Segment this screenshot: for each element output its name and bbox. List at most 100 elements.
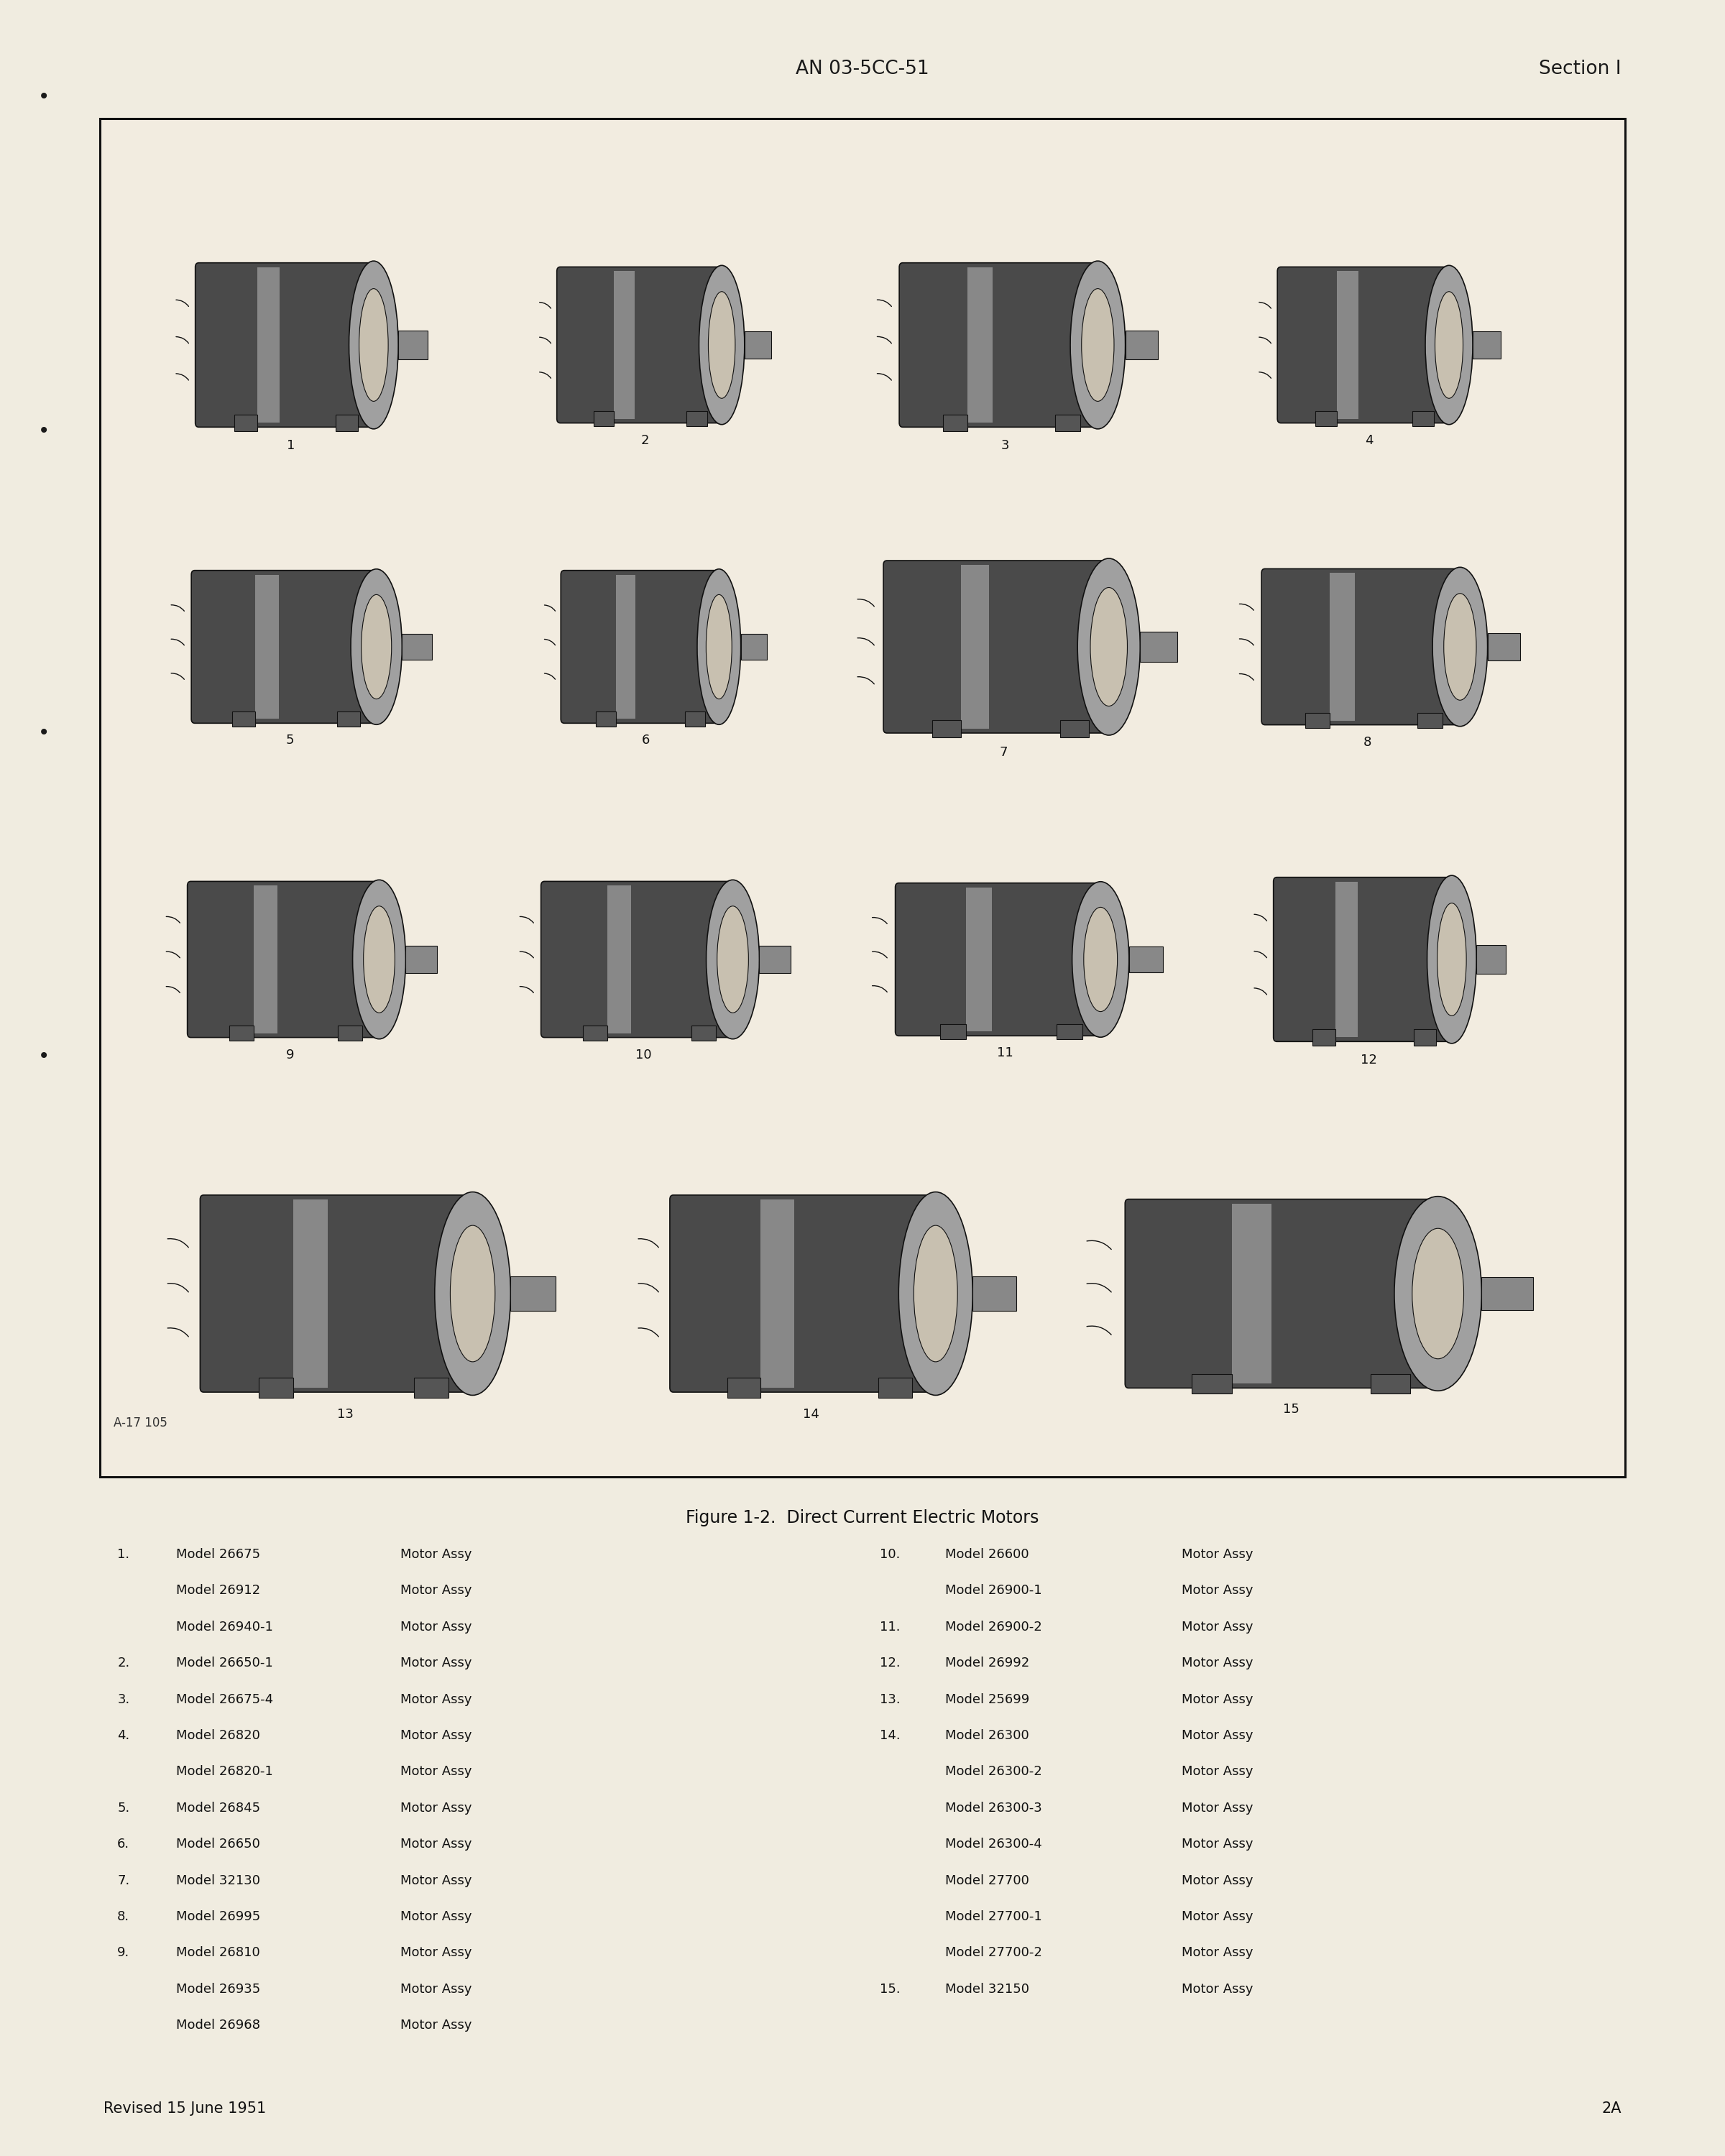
Ellipse shape <box>1427 875 1477 1044</box>
Text: Section I: Section I <box>1539 60 1622 78</box>
FancyBboxPatch shape <box>895 884 1104 1035</box>
FancyBboxPatch shape <box>1330 573 1356 720</box>
Bar <box>593 412 614 427</box>
Bar <box>1418 714 1442 729</box>
Ellipse shape <box>1078 558 1140 735</box>
Bar <box>335 414 359 431</box>
Text: Model 26600: Model 26600 <box>945 1548 1030 1561</box>
Bar <box>402 634 433 660</box>
Text: A-17 105: A-17 105 <box>114 1416 167 1429</box>
FancyBboxPatch shape <box>607 886 631 1033</box>
Text: 12.: 12. <box>880 1656 900 1669</box>
Bar <box>740 634 766 660</box>
FancyBboxPatch shape <box>561 571 723 722</box>
FancyBboxPatch shape <box>293 1199 328 1388</box>
FancyBboxPatch shape <box>1335 882 1358 1037</box>
Text: Motor Assy: Motor Assy <box>400 1585 471 1598</box>
Text: Motor Assy: Motor Assy <box>400 1984 471 1996</box>
Text: 2.: 2. <box>117 1656 129 1669</box>
Text: Motor Assy: Motor Assy <box>1182 1837 1252 1850</box>
FancyBboxPatch shape <box>614 272 635 418</box>
Text: Motor Assy: Motor Assy <box>400 1548 471 1561</box>
Text: 1: 1 <box>286 440 295 453</box>
Text: 8: 8 <box>1363 735 1371 748</box>
Ellipse shape <box>1432 567 1487 727</box>
Text: Motor Assy: Motor Assy <box>400 1910 471 1923</box>
Text: Model 26820: Model 26820 <box>176 1729 260 1742</box>
Bar <box>1061 720 1088 737</box>
Text: Motor Assy: Motor Assy <box>400 1692 471 1705</box>
Bar <box>1056 1024 1083 1039</box>
FancyBboxPatch shape <box>961 565 990 729</box>
Text: Model 26900-2: Model 26900-2 <box>945 1621 1042 1634</box>
Text: Model 26820-1: Model 26820-1 <box>176 1766 273 1779</box>
Bar <box>1413 412 1433 427</box>
Text: Motor Assy: Motor Assy <box>400 1766 471 1779</box>
FancyBboxPatch shape <box>1337 272 1359 418</box>
Text: Motor Assy: Motor Assy <box>400 1802 471 1815</box>
Text: •: • <box>38 1046 50 1067</box>
Text: Model 26810: Model 26810 <box>176 1947 260 1960</box>
Ellipse shape <box>1073 882 1128 1037</box>
Text: 6.: 6. <box>117 1837 129 1850</box>
Ellipse shape <box>899 1192 973 1395</box>
Text: Model 27700-1: Model 27700-1 <box>945 1910 1042 1923</box>
Text: Motor Assy: Motor Assy <box>1182 1947 1252 1960</box>
Bar <box>259 1378 293 1397</box>
Ellipse shape <box>718 906 749 1013</box>
Bar <box>942 414 968 431</box>
Text: Motor Assy: Motor Assy <box>400 1656 471 1669</box>
Text: Revised 15 June 1951: Revised 15 June 1951 <box>104 2102 266 2115</box>
FancyBboxPatch shape <box>968 267 994 423</box>
Bar <box>1313 1028 1335 1046</box>
FancyBboxPatch shape <box>669 1194 938 1393</box>
Text: Motor Assy: Motor Assy <box>1182 1692 1252 1705</box>
Text: 10: 10 <box>635 1048 652 1061</box>
Ellipse shape <box>350 569 402 724</box>
Text: Motor Assy: Motor Assy <box>1182 1585 1252 1598</box>
Text: Model 26940-1: Model 26940-1 <box>176 1621 273 1634</box>
Text: Motor Assy: Motor Assy <box>1182 1984 1252 1996</box>
Bar <box>583 1026 607 1041</box>
Ellipse shape <box>359 289 388 401</box>
Bar <box>692 1026 716 1041</box>
Text: Motor Assy: Motor Assy <box>1182 1910 1252 1923</box>
Text: 9.: 9. <box>117 1947 129 1960</box>
Bar <box>1477 944 1506 975</box>
FancyBboxPatch shape <box>899 263 1101 427</box>
Bar <box>231 711 255 727</box>
Ellipse shape <box>361 595 392 699</box>
Ellipse shape <box>1090 589 1128 707</box>
Ellipse shape <box>1083 908 1118 1011</box>
Ellipse shape <box>709 291 735 399</box>
Text: Model 26912: Model 26912 <box>176 1585 260 1598</box>
Bar <box>1316 412 1337 427</box>
Bar <box>511 1276 555 1311</box>
Text: 11.: 11. <box>880 1621 900 1634</box>
Text: Motor Assy: Motor Assy <box>1182 1874 1252 1886</box>
Ellipse shape <box>348 261 398 429</box>
Text: Motor Assy: Motor Assy <box>400 1837 471 1850</box>
Bar <box>1125 330 1157 360</box>
Bar <box>1306 714 1330 729</box>
Text: Motor Assy: Motor Assy <box>400 1729 471 1742</box>
Text: 5: 5 <box>286 733 295 746</box>
Bar <box>759 946 790 972</box>
Text: Model 32150: Model 32150 <box>945 1984 1030 1996</box>
Text: 2: 2 <box>642 433 649 446</box>
Text: 3.: 3. <box>117 1692 129 1705</box>
Text: Motor Assy: Motor Assy <box>1182 1729 1252 1742</box>
FancyBboxPatch shape <box>1125 1199 1442 1388</box>
Text: Model 26675-4: Model 26675-4 <box>176 1692 273 1705</box>
Text: Model 32130: Model 32130 <box>176 1874 260 1886</box>
Text: 7.: 7. <box>117 1874 129 1886</box>
Text: Model 26300-4: Model 26300-4 <box>945 1837 1042 1850</box>
Text: Motor Assy: Motor Assy <box>400 1874 471 1886</box>
Bar <box>1370 1373 1411 1393</box>
Bar <box>745 332 771 358</box>
Text: 7: 7 <box>999 746 1007 759</box>
FancyBboxPatch shape <box>100 119 1625 1477</box>
FancyBboxPatch shape <box>254 886 278 1033</box>
Text: Motor Assy: Motor Assy <box>400 1621 471 1634</box>
Text: Model 27700: Model 27700 <box>945 1874 1030 1886</box>
